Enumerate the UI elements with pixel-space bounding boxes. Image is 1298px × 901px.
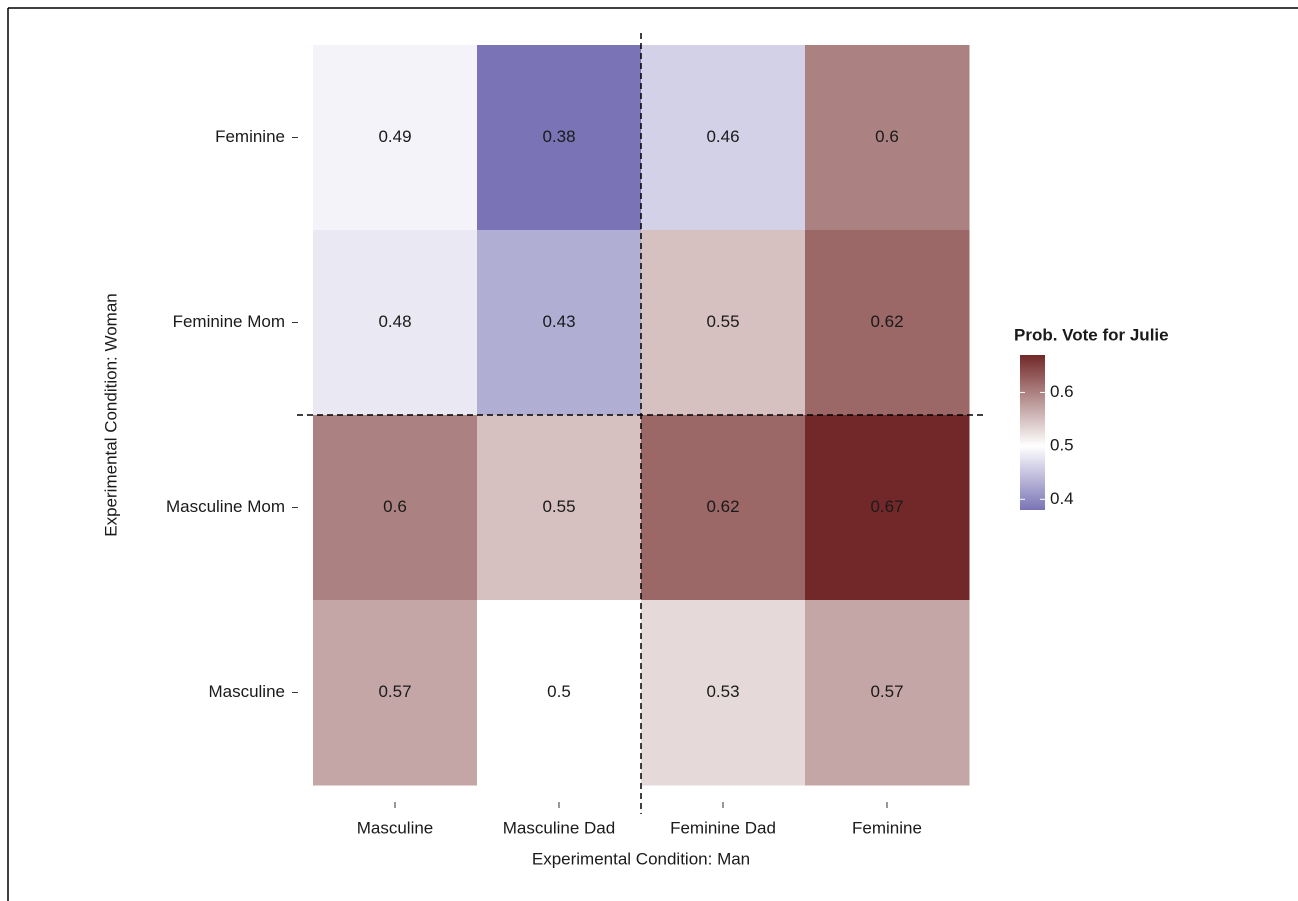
heatmap-cell	[641, 600, 806, 786]
cell-label: 0.53	[706, 682, 739, 701]
cell-label: 0.62	[870, 312, 903, 331]
x-tick-label: Masculine Dad	[503, 818, 615, 837]
colorbar-tick-label: 0.4	[1050, 489, 1074, 508]
heatmap-cell	[313, 230, 478, 416]
cell-label: 0.57	[870, 682, 903, 701]
colorbar-tick-label: 0.5	[1050, 435, 1074, 454]
x-axis-label: Experimental Condition: Man	[532, 849, 750, 868]
cell-label: 0.5	[547, 682, 571, 701]
cell-label: 0.43	[542, 312, 575, 331]
heatmap-cell	[477, 415, 642, 601]
y-tick-label: Masculine	[208, 682, 285, 701]
y-axis-label: Experimental Condition: Woman	[101, 293, 120, 536]
y-tick-label: Feminine Mom	[173, 312, 285, 331]
cell-label: 0.57	[378, 682, 411, 701]
heatmap-cell	[313, 415, 478, 601]
cell-label: 0.55	[706, 312, 739, 331]
heatmap-cell	[641, 230, 806, 416]
heatmap-cell	[805, 230, 970, 416]
heatmap-cell	[805, 415, 970, 601]
y-tick-label: Feminine	[215, 127, 285, 146]
heatmap-cell	[477, 230, 642, 416]
heatmap-cell	[477, 600, 642, 786]
heatmap-cell	[805, 45, 970, 231]
x-tick-label: Feminine	[852, 818, 922, 837]
y-tick-label: Masculine Mom	[166, 497, 285, 516]
cell-label: 0.6	[383, 497, 407, 516]
x-tick-label: Masculine	[357, 818, 434, 837]
cell-label: 0.49	[378, 127, 411, 146]
heatmap-cell	[641, 415, 806, 601]
x-tick-label: Feminine Dad	[670, 818, 776, 837]
heatmap-cell	[641, 45, 806, 231]
heatmap-cell	[477, 45, 642, 231]
cell-label: 0.6	[875, 127, 899, 146]
heatmap-cell	[805, 600, 970, 786]
cell-label: 0.48	[378, 312, 411, 331]
cell-label: 0.55	[542, 497, 575, 516]
cell-label: 0.38	[542, 127, 575, 146]
cell-label: 0.62	[706, 497, 739, 516]
legend-title: Prob. Vote for Julie	[1014, 325, 1169, 344]
heatmap-cell	[313, 600, 478, 786]
heatmap-cell	[313, 45, 478, 231]
cell-label: 0.67	[870, 497, 903, 516]
cell-label: 0.46	[706, 127, 739, 146]
colorbar	[1020, 355, 1045, 510]
heatmap	[313, 45, 970, 786]
colorbar-tick-label: 0.6	[1050, 382, 1074, 401]
